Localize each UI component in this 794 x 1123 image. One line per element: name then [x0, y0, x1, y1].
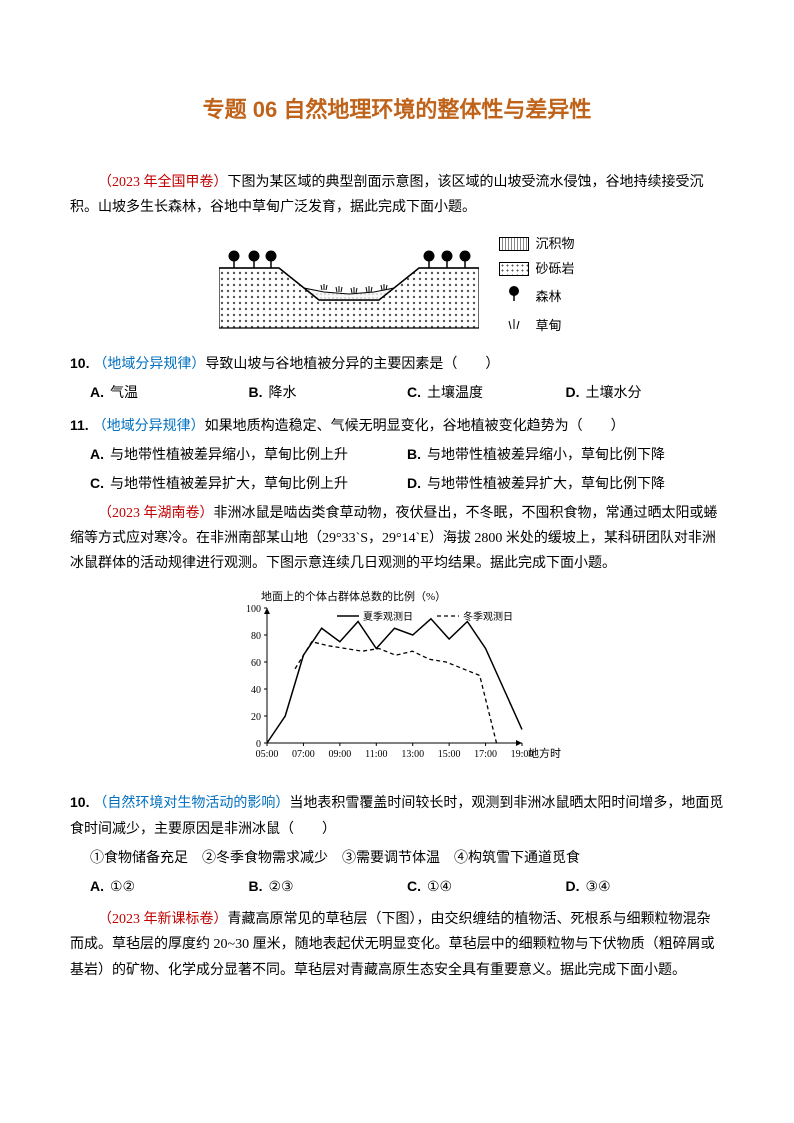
svg-text:40: 40: [251, 685, 261, 696]
legend-gravel-label: 砂砾岩: [535, 257, 574, 280]
svg-text:09:00: 09:00: [328, 749, 351, 760]
chart2-svg: 地面上的个体占群体总数的比例（%）02040608010005:0007:000…: [227, 586, 567, 771]
q10a-opt-a[interactable]: A.气温: [90, 380, 249, 405]
tree-icon: [229, 251, 470, 268]
q10b-opt-b[interactable]: B.②③: [249, 874, 408, 899]
q10a-opt-c[interactable]: C.土壤温度: [407, 380, 566, 405]
q10a: 10. （地域分异规律）导致山坡与谷地植被分异的主要因素是（ ）: [70, 351, 724, 376]
chart2-container: 地面上的个体占群体总数的比例（%）02040608010005:0007:000…: [70, 586, 724, 780]
q11-options-row2: C.与地带性植被差异扩大，草甸比例上升 D.与地带性植被差异扩大，草甸比例下降: [90, 471, 724, 496]
legend-gravel-icon: [499, 262, 529, 276]
q10b-num: 10.: [70, 794, 89, 810]
svg-text:60: 60: [251, 658, 261, 669]
passage1-source: （2023 年全国甲卷）: [98, 175, 228, 190]
legend-tree-icon: [499, 283, 529, 312]
diagram1-legend: 沉积物 砂砾岩 森林 草甸: [499, 230, 574, 341]
svg-text:夏季观测日: 夏季观测日: [363, 610, 413, 623]
svg-text:20: 20: [251, 712, 261, 723]
q10b-opt-a[interactable]: A.①②: [90, 874, 249, 899]
svg-text:11:00: 11:00: [365, 749, 387, 760]
legend-sediment-label: 沉积物: [535, 232, 574, 255]
legend-meadow-label: 草甸: [535, 314, 561, 337]
q11-stem: 如果地质构造稳定、气候无明显变化，谷地植被变化趋势为（ ）: [205, 417, 625, 433]
legend-sediment-icon: [499, 237, 529, 251]
q11-opt-b[interactable]: B.与地带性植被差异缩小，草甸比例下降: [407, 442, 724, 467]
page-title: 专题 06 自然地理环境的整体性与差异性: [70, 90, 724, 130]
q10a-tag: （地域分异规律）: [93, 355, 205, 371]
q10b-opt-d[interactable]: D.③④: [566, 874, 725, 899]
q11-opt-c[interactable]: C.与地带性植被差异扩大，草甸比例上升: [90, 471, 407, 496]
q11: 11. （地域分异规律）如果地质构造稳定、气候无明显变化，谷地植被变化趋势为（ …: [70, 413, 724, 438]
svg-text:100: 100: [246, 604, 261, 615]
svg-text:地方时: 地方时: [528, 746, 561, 760]
q11-options-row1: A.与地带性植被差异缩小，草甸比例上升 B.与地带性植被差异缩小，草甸比例下降: [90, 442, 724, 467]
passage2-intro: （2023 年湖南卷）非洲冰鼠是啮齿类食草动物，夜伏昼出，不冬眠，不囤积食物，常…: [70, 501, 724, 577]
svg-text:冬季观测日: 冬季观测日: [463, 610, 513, 623]
q10b-tag: （自然环境对生物活动的影响）: [93, 794, 289, 810]
q10a-num: 10.: [70, 355, 89, 371]
passage3-source: （2023 年新课标卷）: [98, 912, 228, 927]
q10b-options: A.①② B.②③ C.①④ D.③④: [90, 874, 724, 899]
passage1-intro: （2023 年全国甲卷）下图为某区域的典型剖面示意图，该区域的山坡受流水侵蚀，谷…: [70, 170, 724, 220]
svg-text:07:00: 07:00: [292, 749, 315, 760]
diagram1-container: 沉积物 砂砾岩 森林 草甸: [70, 230, 724, 341]
passage2-source: （2023 年湖南卷）: [98, 506, 214, 521]
q10b-items: ①食物储备充足 ②冬季食物需求减少 ③需要调节体温 ④构筑雪下通道觅食: [90, 845, 724, 870]
passage3-intro: （2023 年新课标卷）青藏高原常见的草毡层（下图），由交织缠结的植物活、死根系…: [70, 907, 724, 983]
diagram1-svg: [219, 240, 479, 330]
svg-text:05:00: 05:00: [256, 749, 279, 760]
legend-grass-icon: [499, 314, 529, 339]
svg-text:13:00: 13:00: [401, 749, 424, 760]
q10a-opt-b[interactable]: B.降水: [249, 380, 408, 405]
q11-num: 11.: [70, 417, 89, 433]
q10a-options: A.气温 B.降水 C.土壤温度 D.土壤水分: [90, 380, 724, 405]
q10b: 10. （自然环境对生物活动的影响）当地表积雪覆盖时间较长时，观测到非洲冰鼠晒太…: [70, 790, 724, 840]
svg-text:15:00: 15:00: [438, 749, 461, 760]
q11-opt-d[interactable]: D.与地带性植被差异扩大，草甸比例下降: [407, 471, 724, 496]
svg-text:17:00: 17:00: [474, 749, 497, 760]
svg-text:80: 80: [251, 631, 261, 642]
q10b-opt-c[interactable]: C.①④: [407, 874, 566, 899]
q10a-stem: 导致山坡与谷地植被分异的主要因素是（ ）: [205, 355, 499, 371]
q11-tag: （地域分异规律）: [93, 417, 205, 433]
svg-text:地面上的个体占群体总数的比例（%）: 地面上的个体占群体总数的比例（%）: [261, 589, 446, 603]
q11-opt-a[interactable]: A.与地带性植被差异缩小，草甸比例上升: [90, 442, 407, 467]
q10a-opt-d[interactable]: D.土壤水分: [566, 380, 725, 405]
legend-forest-label: 森林: [535, 285, 561, 308]
